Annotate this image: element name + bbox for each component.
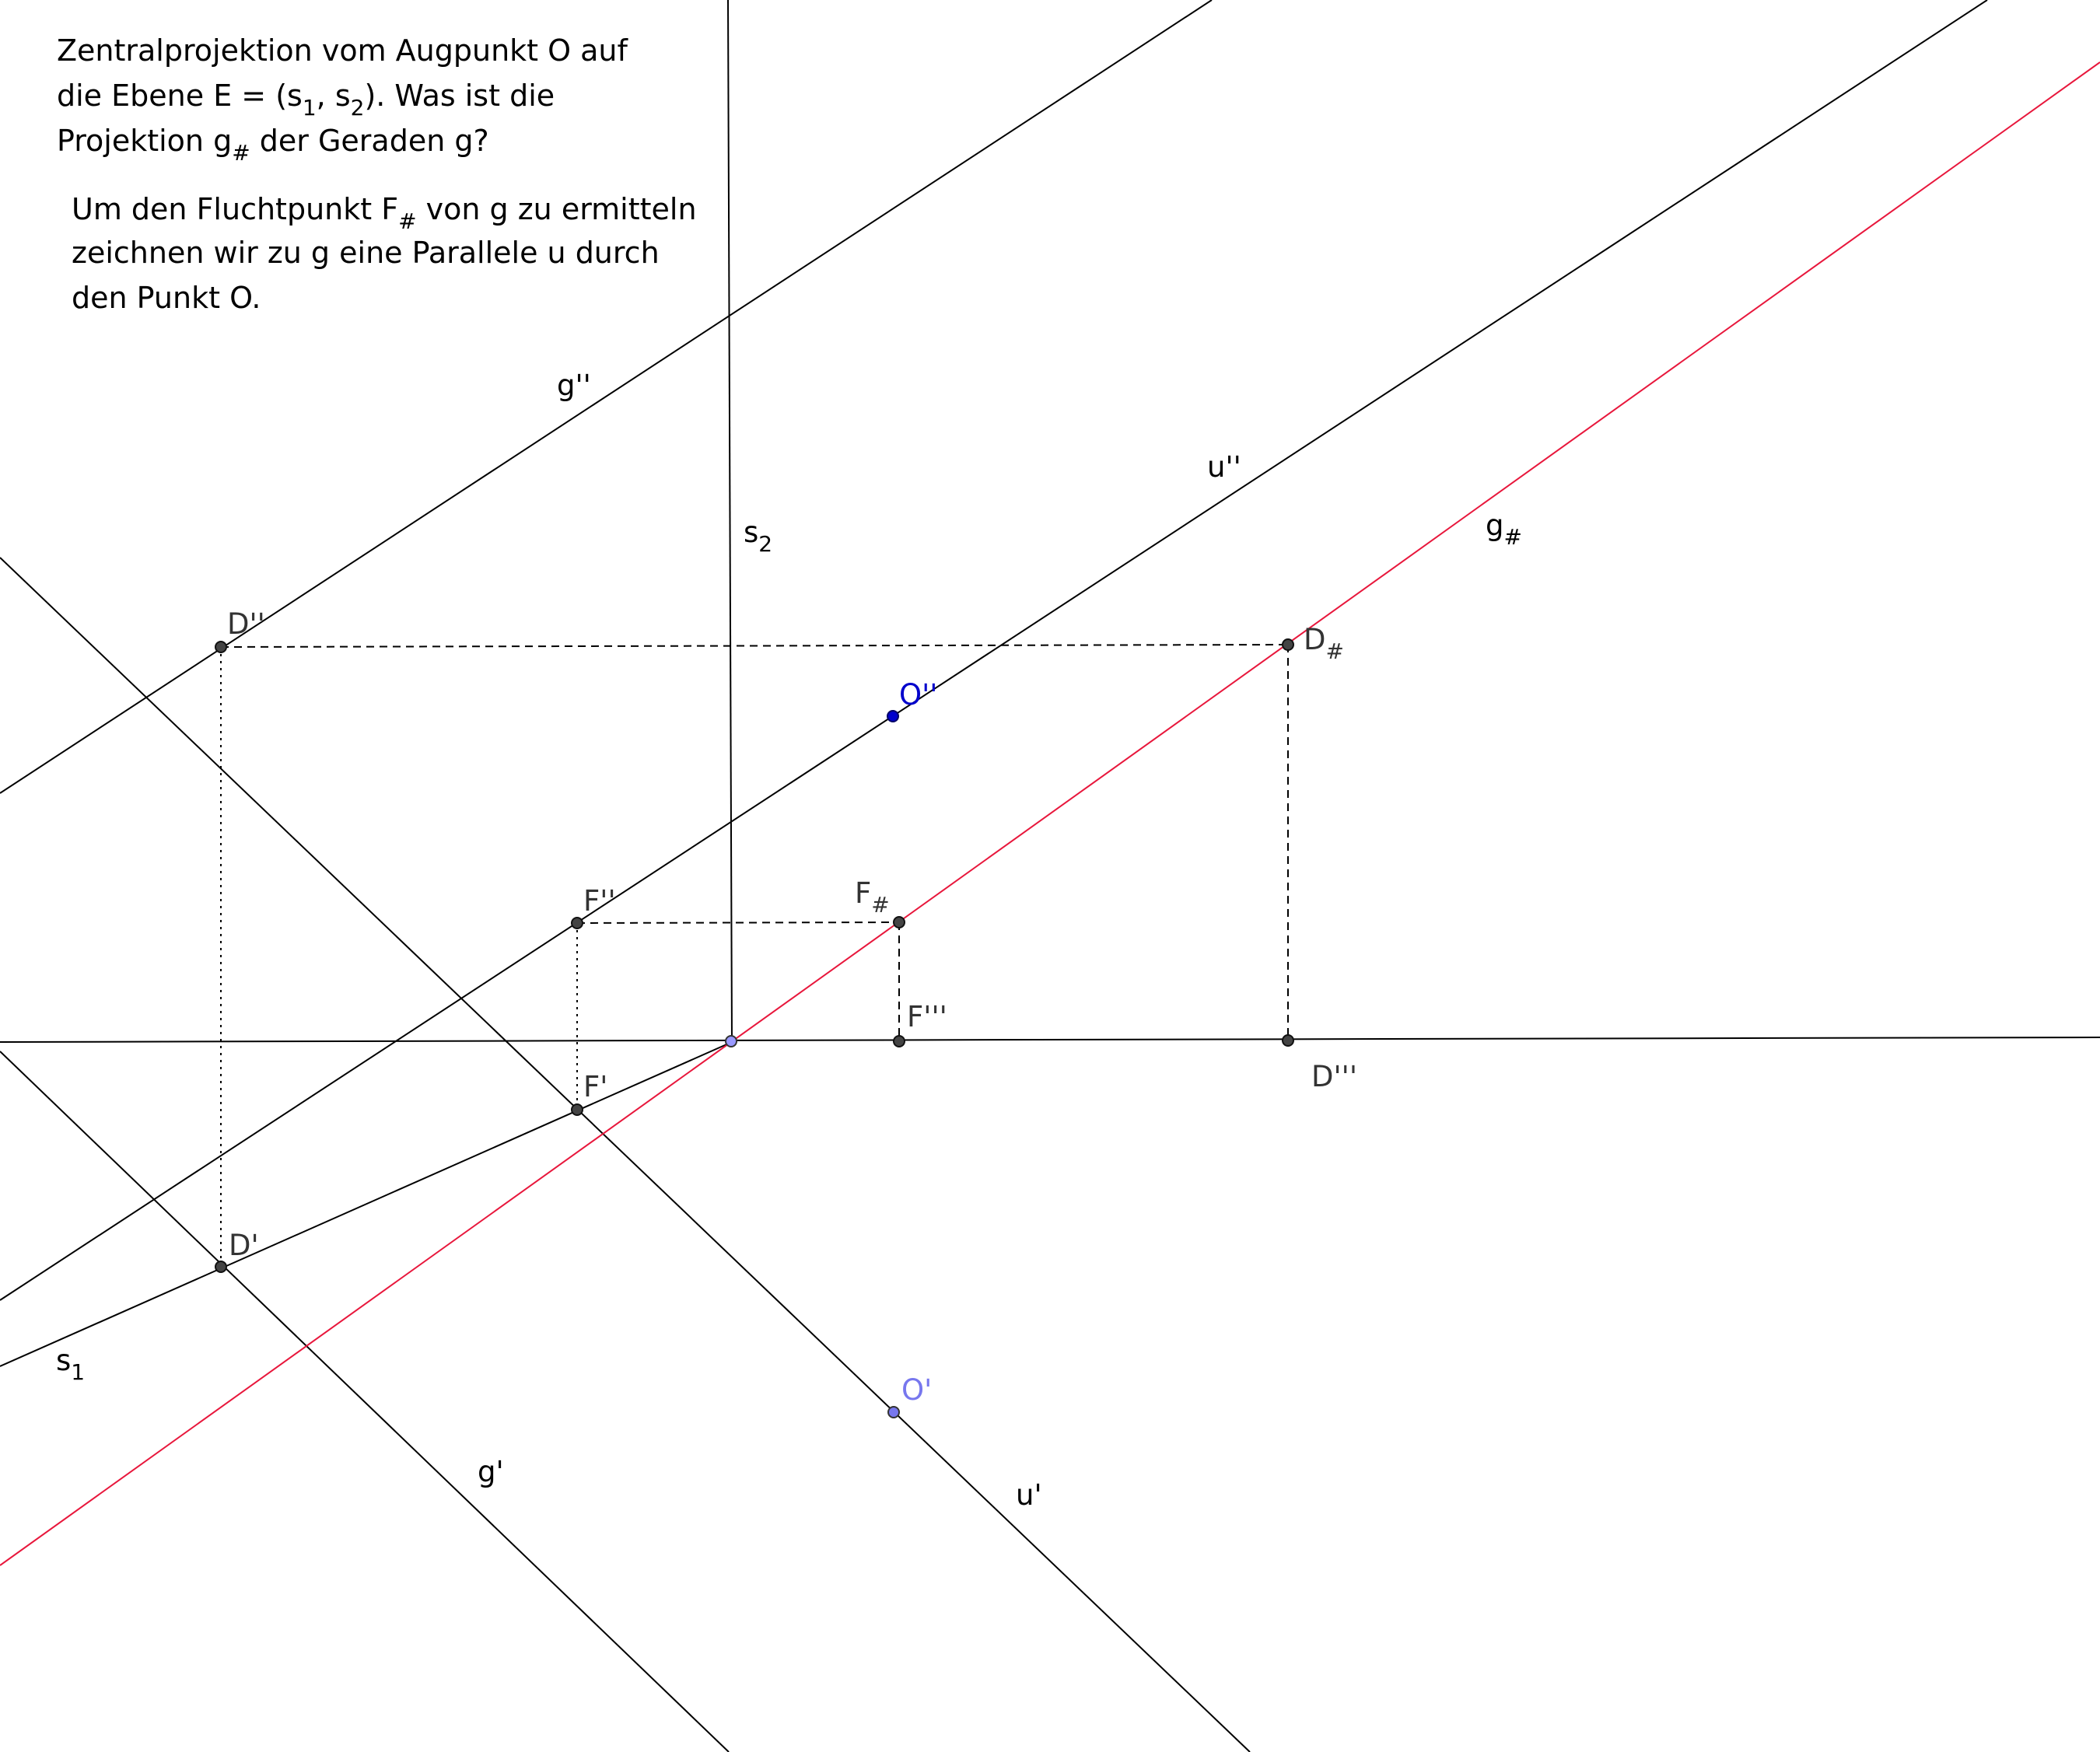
line-s2 <box>727 0 733 1043</box>
label-g-hash-sub: # <box>1504 524 1522 550</box>
line2-sub-1: 1 <box>303 95 317 121</box>
line3-sub: # <box>232 140 250 166</box>
dashed-D2-Dh <box>220 644 1289 648</box>
description-line-6: den Punkt O. <box>72 281 261 315</box>
point-Dh[interactable] <box>1282 638 1294 651</box>
point-F3[interactable] <box>893 1035 905 1047</box>
label-s1-sub: 1 <box>71 1359 85 1385</box>
point-D1[interactable] <box>215 1261 227 1273</box>
label-u1: u' <box>1016 1478 1042 1512</box>
line-u1 <box>0 557 1251 1752</box>
label-s2: s2 <box>744 516 772 557</box>
label-O1: O' <box>901 1373 932 1407</box>
description-line-5: zeichnen wir zu g eine Parallele u durch <box>72 236 660 270</box>
label-Dh: D# <box>1304 623 1344 664</box>
point-F2[interactable] <box>571 917 583 929</box>
description-line-1: Zentralprojektion vom Augpunkt O auf <box>57 33 628 68</box>
label-s1: s1 <box>56 1344 85 1385</box>
line4-part-a: Um den Fluchtpunkt F <box>72 192 398 226</box>
point-O1[interactable] <box>887 1406 900 1418</box>
line2-part-c: ). Was ist die <box>364 79 555 113</box>
label-F2: F'' <box>583 884 616 918</box>
label-Fh-main: F <box>855 876 871 910</box>
line2-sub-2: 2 <box>351 95 365 121</box>
line2-part-a: die Ebene E = (s <box>57 79 303 113</box>
line-u2 <box>0 0 1988 1301</box>
label-g-hash-main: g <box>1486 509 1504 542</box>
line3-part-b: der Geraden g? <box>250 124 489 158</box>
label-D2: D'' <box>227 607 265 641</box>
line2-part-b: , s <box>317 79 351 113</box>
label-Fh: F# <box>855 876 890 918</box>
label-g2: g'' <box>557 369 591 402</box>
label-O2: O'' <box>899 678 937 712</box>
label-Dh-sub: # <box>1326 638 1344 664</box>
point-D3[interactable] <box>1282 1034 1294 1047</box>
label-u2: u'' <box>1207 450 1241 484</box>
line3-part-a: Projektion g <box>57 124 232 158</box>
description-line-3: Projektion g# der Geraden g? <box>57 124 489 166</box>
point-D2[interactable] <box>215 641 227 653</box>
label-D1: D' <box>229 1229 259 1262</box>
label-F3: F''' <box>907 1000 947 1033</box>
line4-sub: # <box>398 208 416 234</box>
label-s1-main: s <box>56 1344 71 1377</box>
label-s2-sub: 2 <box>758 531 772 557</box>
point-F1[interactable] <box>571 1103 583 1116</box>
point-O2[interactable] <box>887 710 899 722</box>
point-origin[interactable] <box>725 1035 737 1047</box>
line-s1 <box>0 1041 733 1367</box>
line4-part-b: von g zu ermitteln <box>417 192 697 226</box>
label-g1: g' <box>478 1455 504 1488</box>
label-F1: F' <box>583 1070 607 1103</box>
line-g1 <box>0 1051 730 1752</box>
description-line-2: die Ebene E = (s1, s2). Was ist die <box>57 79 555 121</box>
line-g2 <box>0 0 1213 794</box>
label-Dh-main: D <box>1304 623 1326 656</box>
label-g-hash: g# <box>1486 509 1522 550</box>
label-s2-main: s <box>744 516 758 549</box>
dashed-F2-Fh <box>576 921 899 924</box>
point-Fh[interactable] <box>893 916 905 928</box>
label-Fh-sub: # <box>871 892 889 918</box>
axis-horizontal <box>0 1037 2100 1043</box>
description-line-4: Um den Fluchtpunkt F# von g zu ermitteln <box>72 192 697 234</box>
label-D3: D''' <box>1311 1060 1357 1093</box>
line-g-projection <box>0 61 2100 1566</box>
